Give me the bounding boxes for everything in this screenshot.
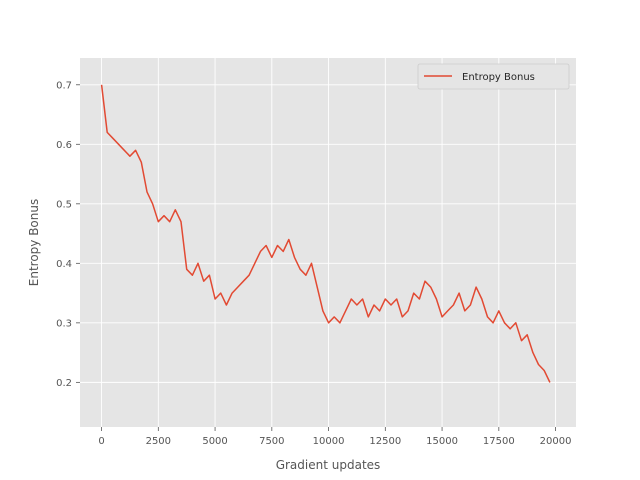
- legend: Entropy Bonus: [417, 63, 570, 90]
- x-tick-label: 15000: [426, 436, 458, 447]
- y-tick-label: 0.6: [56, 140, 72, 151]
- y-axis-ticks: 0.2 0.3 0.4 0.5 0.6 0.7: [56, 80, 80, 389]
- x-tick-label: 7500: [259, 436, 284, 447]
- y-axis-label: Entropy Bonus: [27, 199, 41, 286]
- y-tick-label: 0.3: [56, 318, 72, 329]
- y-tick-label: 0.4: [56, 259, 72, 270]
- x-axis-ticks: 0 2500 5000 7500 10000 12500 15000 17500 20000: [98, 427, 571, 447]
- x-tick-label: 12500: [369, 436, 401, 447]
- x-axis-label: Gradient updates: [276, 458, 381, 472]
- x-tick-label: 0: [98, 436, 104, 447]
- legend-label: Entropy Bonus: [462, 72, 535, 83]
- series-line: [100, 84, 551, 383]
- x-tick-label: 10000: [313, 436, 345, 447]
- x-tick-label: 17500: [483, 436, 515, 447]
- x-tick-label: 20000: [540, 436, 572, 447]
- plot-area: [80, 58, 576, 427]
- x-tick-label: 2500: [146, 436, 171, 447]
- y-tick-label: 0.5: [56, 199, 72, 210]
- y-tick-label: 0.7: [56, 80, 72, 91]
- x-tick-label: 5000: [202, 436, 227, 447]
- series-layer: [100, 84, 551, 383]
- legend-box: [417, 63, 570, 90]
- y-tick-label: 0.2: [56, 378, 72, 389]
